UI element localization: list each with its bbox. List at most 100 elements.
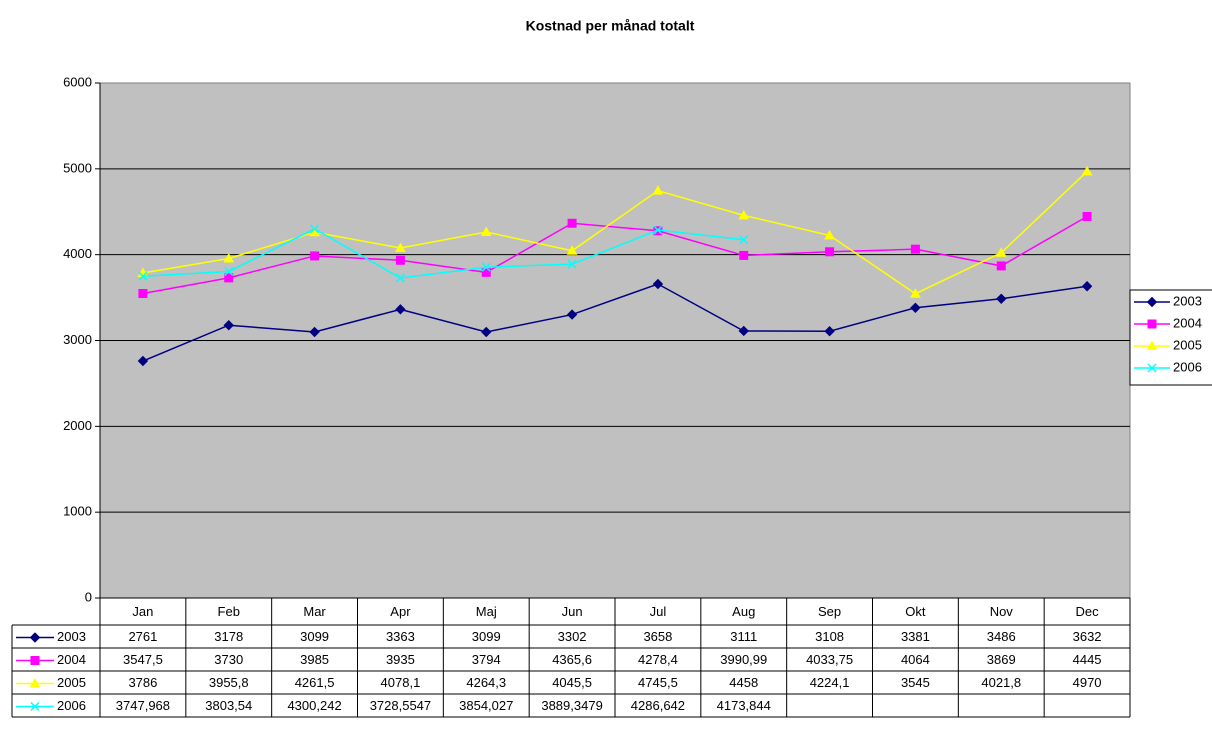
table-cell: 4224,1 xyxy=(810,675,850,690)
table-cell: 3935 xyxy=(386,652,415,667)
legend xyxy=(1129,289,1212,386)
table-cell: 4261,5 xyxy=(295,675,335,690)
x-tick-label: Aug xyxy=(732,604,755,619)
table-row-label: 2004 xyxy=(57,652,86,667)
marker xyxy=(1081,281,1093,292)
marker xyxy=(481,262,491,272)
marker xyxy=(566,245,578,255)
marker xyxy=(824,326,835,337)
table-cell: 3381 xyxy=(901,629,930,644)
x-tick-label: Apr xyxy=(390,604,411,619)
marker xyxy=(309,326,320,338)
marker xyxy=(1147,363,1157,373)
table-cell: 3486 xyxy=(987,629,1016,644)
marker xyxy=(1146,296,1158,308)
table-cell: 4458 xyxy=(729,675,758,690)
marker xyxy=(224,266,234,277)
table-cell: 3099 xyxy=(472,629,501,644)
marker xyxy=(996,261,1006,271)
y-tick-label: 5000 xyxy=(63,160,92,175)
marker xyxy=(1147,319,1157,329)
x-tick-label: Jul xyxy=(650,604,667,619)
table-cell: 4078,1 xyxy=(381,675,421,690)
marker xyxy=(30,701,40,712)
marker xyxy=(910,244,920,254)
table-cell: 3363 xyxy=(386,629,415,644)
table-row-label: 2005 xyxy=(57,675,86,690)
series-line xyxy=(142,215,1088,295)
marker xyxy=(995,247,1007,257)
table-cell: 3869 xyxy=(987,652,1016,667)
table-cell: 4300,242 xyxy=(287,698,341,713)
table-cell: 3632 xyxy=(1073,629,1102,644)
marker xyxy=(1082,211,1092,221)
marker xyxy=(567,218,577,228)
marker xyxy=(223,320,234,331)
table-cell: 4286,642 xyxy=(631,698,685,713)
table-cell: 4033,75 xyxy=(806,652,853,667)
series-line xyxy=(142,228,744,279)
table-cell: 4745,5 xyxy=(638,675,678,690)
x-tick-label: Maj xyxy=(476,604,497,619)
marker xyxy=(652,185,664,195)
y-tick-label: 4000 xyxy=(63,246,92,261)
table-cell: 3547,5 xyxy=(123,652,163,667)
table-cell: 3730 xyxy=(214,652,243,667)
table-cell: 3728,5547 xyxy=(370,698,431,713)
marker xyxy=(395,304,406,315)
table-cell: 3099 xyxy=(300,629,329,644)
legend-label: 2004 xyxy=(1173,315,1202,330)
y-tick-label: 0 xyxy=(85,589,92,604)
table-cell: 3794 xyxy=(472,652,501,667)
marker xyxy=(138,289,148,299)
chart-title: Kostnad per månad totalt xyxy=(526,18,695,34)
table-row-label: 2003 xyxy=(57,629,86,644)
series-line xyxy=(142,283,1088,362)
table-cell: 4365,6 xyxy=(552,652,592,667)
marker xyxy=(1081,165,1093,176)
table-row-label: 2006 xyxy=(57,698,86,713)
marker xyxy=(29,677,41,688)
table-cell: 3302 xyxy=(558,629,587,644)
table-cell: 4173,844 xyxy=(717,698,771,713)
table-cell: 3955,8 xyxy=(209,675,249,690)
table-cell: 3786 xyxy=(128,675,157,690)
marker xyxy=(310,224,320,234)
table-cell: 4021,8 xyxy=(981,675,1021,690)
table-cell: 3111 xyxy=(730,629,757,644)
marker xyxy=(652,278,664,290)
marker xyxy=(738,325,749,337)
x-tick-label: Feb xyxy=(218,604,240,619)
marker xyxy=(739,235,749,245)
marker xyxy=(223,252,235,263)
marker xyxy=(653,225,663,235)
table-cell: 2761 xyxy=(128,629,157,644)
x-tick-label: Nov xyxy=(990,604,1014,619)
marker xyxy=(1146,340,1158,350)
table-cell: 4064 xyxy=(901,652,930,667)
marker xyxy=(739,250,749,260)
marker xyxy=(30,656,40,665)
y-tick-label: 2000 xyxy=(63,418,92,433)
marker xyxy=(224,273,234,283)
y-tick-label: 1000 xyxy=(63,504,92,519)
table-cell: 3178 xyxy=(214,629,243,644)
marker xyxy=(910,302,921,314)
marker xyxy=(481,326,492,338)
table-cell: 4970 xyxy=(1073,675,1102,690)
table-cell: 3990,99 xyxy=(720,652,767,667)
x-tick-label: Okt xyxy=(905,604,926,619)
marker xyxy=(996,293,1007,304)
marker xyxy=(824,229,835,240)
table-cell: 4278,4 xyxy=(638,652,678,667)
marker xyxy=(395,242,406,252)
marker xyxy=(480,226,492,236)
table-cell: 3985 xyxy=(300,652,329,667)
table-cell: 3658 xyxy=(643,629,672,644)
marker xyxy=(910,288,921,298)
marker xyxy=(29,632,41,643)
x-tick-label: Sep xyxy=(818,604,841,619)
marker xyxy=(567,259,577,269)
table-cell: 3889,3479 xyxy=(541,698,602,713)
